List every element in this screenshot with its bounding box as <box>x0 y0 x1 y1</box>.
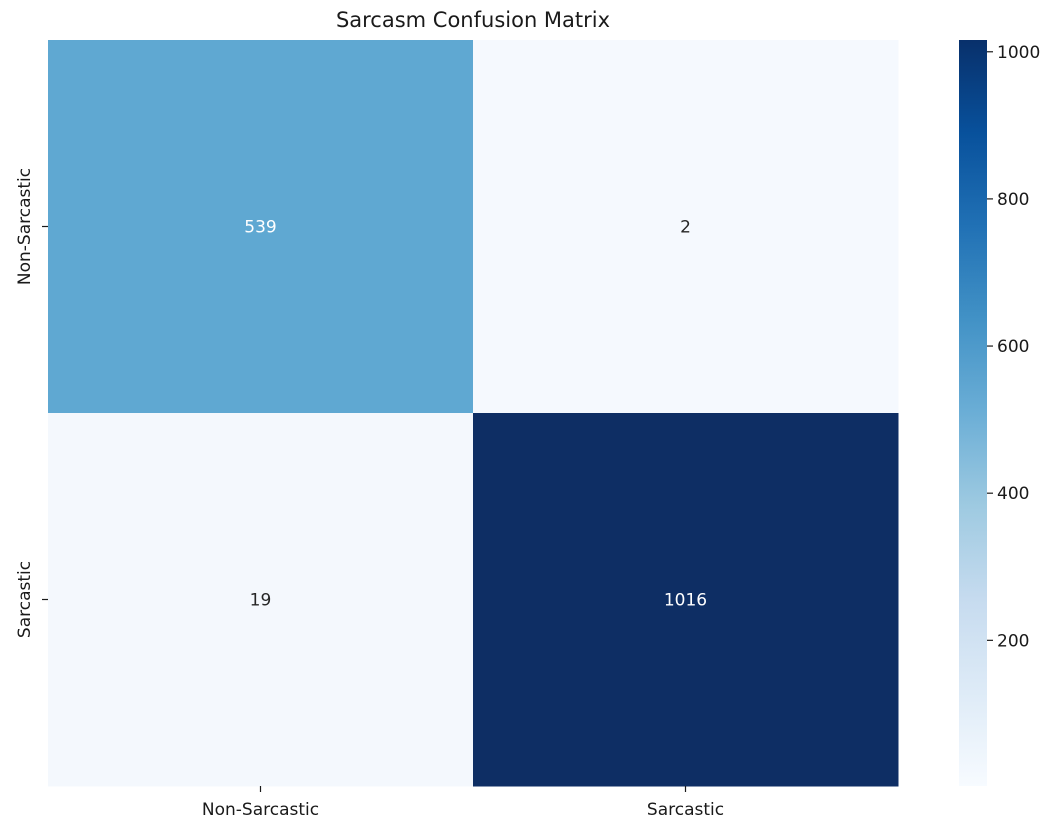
colorbar-tick-label: 600 <box>997 337 1029 357</box>
heatmap-cell-0-1 <box>473 40 899 414</box>
heatmap-cell-label-0-0: 539 <box>244 218 276 238</box>
heatmap-cell-label-1-0: 19 <box>250 591 272 611</box>
y-axis: Non-Sarcastic Sarcastic <box>15 168 48 638</box>
heatmap-cell-1-0 <box>48 413 474 787</box>
heatmap-cell-1-1 <box>473 413 899 787</box>
colorbar: 200 400 600 800 1000 <box>959 40 1040 786</box>
colorbar-tick-label: 200 <box>997 631 1029 651</box>
x-tick-label: Non-Sarcastic <box>202 800 319 820</box>
colorbar-tick-label: 1000 <box>997 43 1040 63</box>
x-axis: Non-Sarcastic Sarcastic <box>202 786 724 820</box>
heatmap-cell-0-0 <box>48 40 474 414</box>
colorbar-tick-label: 400 <box>997 484 1029 504</box>
y-tick-label: Non-Sarcastic <box>15 168 35 285</box>
heatmap-cell-label-1-1: 1016 <box>664 591 707 611</box>
colorbar-gradient <box>959 40 987 786</box>
x-tick-label: Sarcastic <box>647 800 724 820</box>
heatmap-cells: 539 2 19 1016 <box>48 40 899 787</box>
chart-title: Sarcasm Confusion Matrix <box>336 8 610 32</box>
y-tick-label: Sarcastic <box>15 561 35 638</box>
heatmap-cell-label-0-1: 2 <box>680 218 691 238</box>
colorbar-tick-label: 800 <box>997 190 1029 210</box>
